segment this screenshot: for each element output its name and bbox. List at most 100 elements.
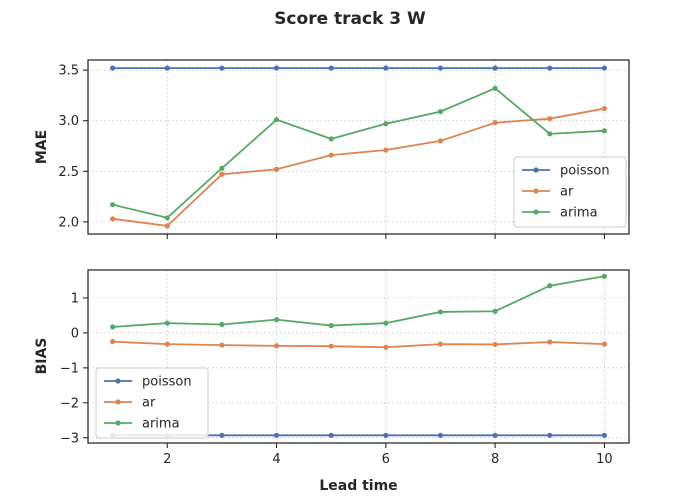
data-point-poisson [601, 432, 608, 438]
legend-label-arima: arima [142, 417, 180, 432]
data-point-poisson [437, 65, 444, 71]
bias-panel: −3 −2 −1 0 1 2 4 6 8 10 BIAS poisson ar arima [34, 269, 630, 467]
data-point-ar [601, 341, 608, 347]
mae-panel: 2.0 2.5 3.0 3.5 MAE poisson ar arima [34, 59, 630, 239]
data-point-arima [492, 85, 498, 91]
data-point-ar [492, 341, 498, 348]
data-point-arima [547, 283, 553, 289]
y-axis-label: BIAS [34, 338, 50, 375]
y-tick-label: 2.5 [58, 165, 79, 180]
data-point-poisson [219, 432, 225, 438]
y-tick-label: 2.0 [58, 215, 79, 230]
legend-label-ar: ar [142, 396, 156, 411]
data-point-arima [383, 121, 389, 127]
x-tick-label: 6 [382, 452, 390, 467]
axes-frame [87, 59, 630, 235]
legend-box [95, 367, 209, 439]
data-point-poisson [437, 432, 444, 438]
data-point-poisson [547, 432, 553, 438]
data-point-arima [601, 273, 608, 279]
data-point-arima [109, 202, 116, 208]
legend-label-poisson: poisson [560, 164, 610, 179]
legend-label-arima: arima [560, 206, 598, 221]
y-tick-label: −1 [60, 361, 79, 376]
data-point-ar [219, 342, 225, 348]
data-point-arima [492, 308, 498, 314]
data-point-ar [437, 341, 444, 347]
data-point-ar [328, 152, 334, 158]
data-point-arima [437, 309, 444, 315]
y-tick-label: 1 [71, 291, 79, 306]
data-point-arima [437, 108, 444, 115]
data-point-arima [383, 320, 389, 326]
data-point-poisson [601, 65, 608, 71]
y-tick-label: −3 [60, 431, 79, 446]
y-tick-label: 3.0 [58, 114, 79, 129]
x-tick-label: 2 [163, 452, 171, 467]
data-point-ar [383, 147, 389, 153]
x-tick-label: 4 [272, 452, 280, 467]
data-point-poisson [328, 65, 334, 71]
legend: poisson ar arima [95, 367, 209, 439]
legend-marker-poisson [533, 167, 539, 173]
data-point-ar [328, 343, 334, 349]
x-axis-label: Lead time [319, 478, 397, 494]
data-point-arima [328, 136, 334, 142]
data-point-ar [164, 341, 170, 347]
series-line-arima [112, 275, 605, 328]
x-tick-label: 8 [491, 452, 499, 467]
data-point-arima [219, 165, 225, 171]
data-point-poisson [383, 432, 389, 438]
data-point-ar [164, 223, 170, 229]
legend-marker-ar [115, 399, 121, 405]
data-point-arima [273, 117, 280, 123]
series-line-ar [112, 107, 605, 227]
data-point-arima [273, 317, 280, 323]
data-point-ar [547, 339, 553, 345]
legend-marker-poisson [115, 378, 121, 384]
data-point-arima [219, 321, 225, 328]
data-point-poisson [547, 65, 553, 71]
y-tick-label: 3.5 [58, 64, 79, 79]
y-axis-label: MAE [34, 130, 50, 164]
data-point-ar [273, 343, 280, 349]
data-point-poisson [219, 65, 225, 71]
data-point-poisson [383, 65, 389, 71]
legend-label-ar: ar [560, 185, 574, 200]
data-point-ar [547, 116, 553, 122]
legend-marker-arima [115, 420, 121, 426]
data-point-arima [164, 320, 170, 326]
legend-label-poisson: poisson [142, 375, 192, 390]
data-point-poisson [164, 65, 170, 71]
data-point-arima [109, 324, 116, 330]
legend: poisson ar arima [513, 156, 627, 228]
data-point-poisson [109, 65, 116, 71]
chart-title: Score track 3 W [274, 9, 426, 29]
data-point-ar [492, 120, 498, 126]
data-point-poisson [273, 432, 280, 438]
data-point-arima [328, 322, 334, 329]
series-line-arima [112, 87, 605, 219]
axes-frame [87, 269, 630, 444]
data-point-arima [601, 128, 608, 134]
data-point-ar [219, 171, 225, 177]
data-point-ar [383, 344, 389, 350]
data-point-ar [437, 138, 444, 144]
data-point-arima [547, 131, 553, 137]
y-tick-label: 0 [71, 326, 79, 341]
data-point-arima [164, 215, 170, 221]
legend-marker-ar [533, 188, 539, 194]
data-point-ar [109, 339, 116, 345]
x-tick-label: 10 [596, 452, 613, 467]
legend-box [513, 156, 627, 228]
data-point-poisson [273, 65, 280, 71]
legend-marker-arima [533, 209, 539, 215]
y-tick-label: −2 [60, 396, 79, 411]
data-point-ar [601, 105, 608, 112]
data-point-ar [109, 216, 116, 222]
data-point-poisson [492, 432, 498, 438]
data-point-poisson [328, 432, 334, 438]
data-point-ar [273, 166, 280, 172]
series-line-ar [112, 340, 605, 349]
